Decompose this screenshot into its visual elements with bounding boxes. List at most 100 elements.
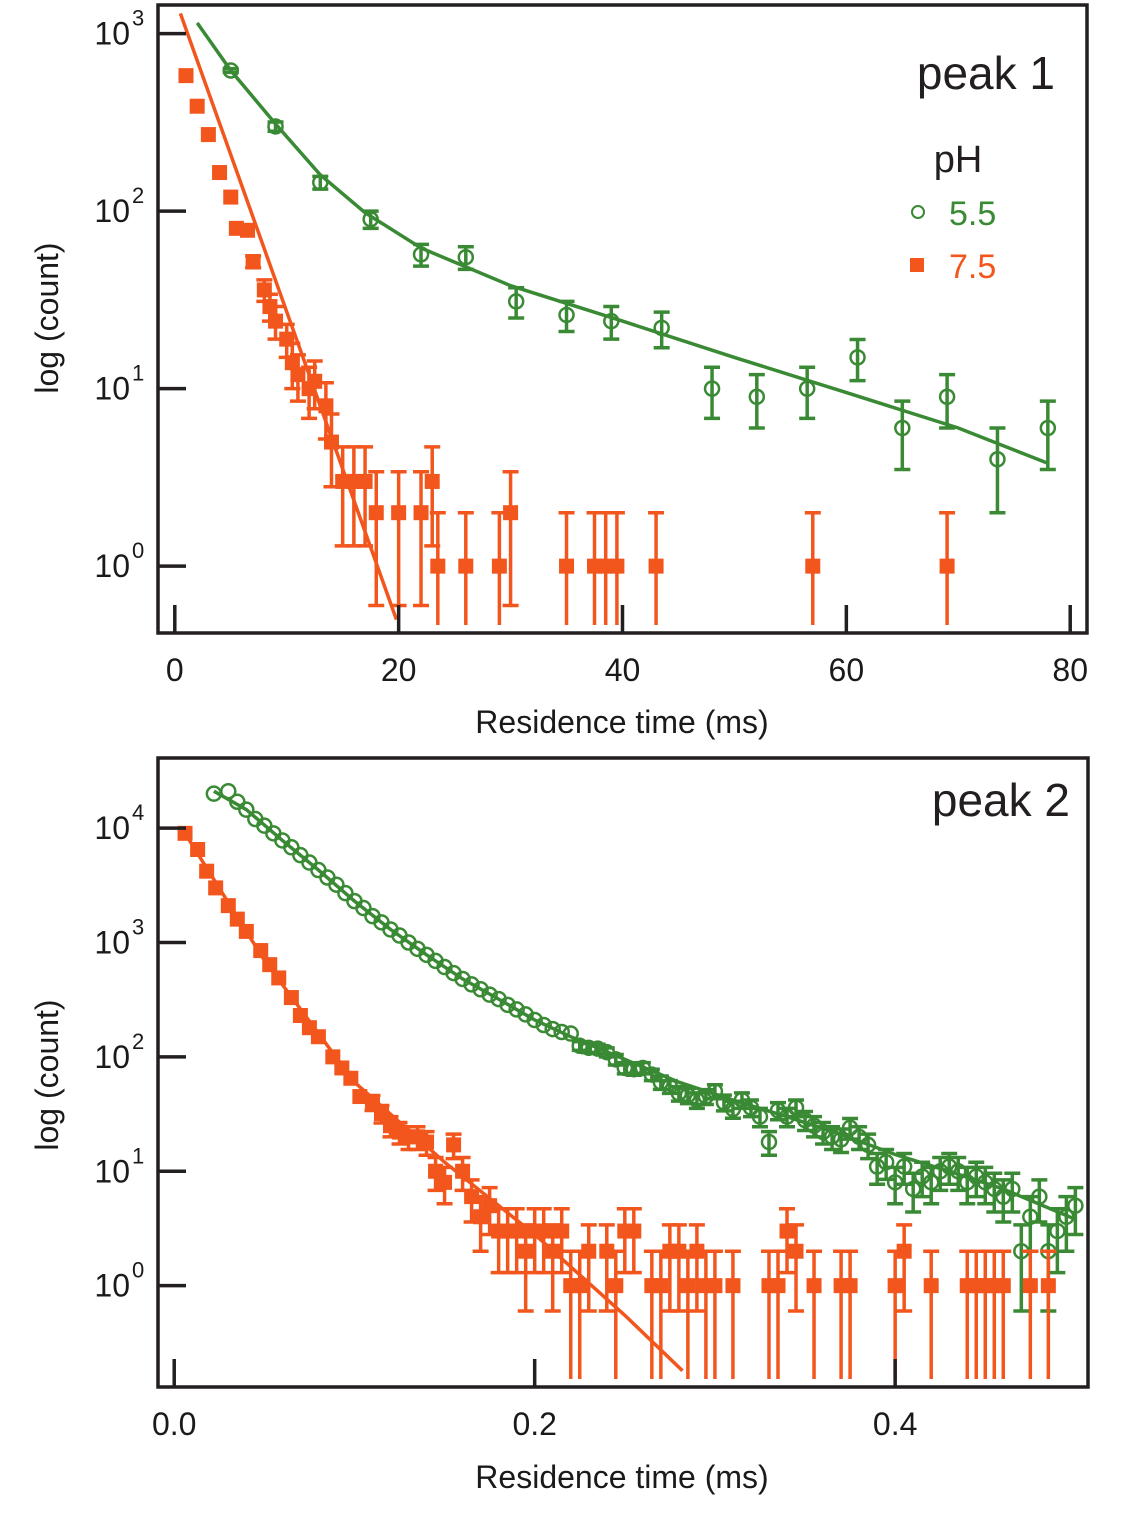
error-bar [1022,1249,1039,1379]
data-point [923,1278,939,1294]
error-bar [760,1249,777,1379]
data-point [559,558,575,574]
data-point [481,986,498,1003]
data-point [904,1180,922,1198]
error-bar [1013,1223,1030,1313]
data-point [887,1278,903,1294]
data-point [896,1243,912,1259]
data-point [208,880,224,896]
y-tick-base: 10 [94,810,130,846]
data-point [1031,1188,1048,1205]
y-tick-label: 10 0 [94,1258,144,1304]
data-point [446,1137,462,1153]
error-bar [603,304,620,341]
data-point [463,976,480,993]
error-bar [580,1223,597,1313]
x-tick-label: 40 [605,652,641,688]
y-tick-exponent: 0 [132,1258,144,1283]
error-bar [896,1223,913,1313]
y-tick-exponent: 0 [132,538,144,563]
error-bar [914,1160,931,1199]
x-tick-label: 60 [829,652,865,688]
data-point [229,911,245,927]
data-point [608,1278,624,1294]
error-bar [222,66,239,75]
error-bar [652,1249,669,1379]
data-point [178,68,194,84]
y-tick-exponent: 1 [132,1143,144,1168]
x-tick-label: 0.4 [873,1406,917,1442]
error-bar [923,1249,940,1379]
data-point [220,782,237,800]
data-point [1022,1278,1038,1294]
error-bar [1049,1207,1066,1275]
data-point [995,1278,1011,1294]
data-point [760,1133,778,1151]
x-tick-label: 80 [1052,652,1088,688]
data-point [859,1136,877,1154]
y-tick-exponent: 3 [132,914,144,939]
data-point [424,473,440,489]
data-point [508,1001,525,1018]
y-tick-label: 10 3 [94,6,144,52]
data-point [545,1243,561,1259]
data-point [868,1158,886,1175]
y-tick-label: 10 1 [94,1143,144,1189]
panel-peak-2: peak 2 Residence time (ms) log (count) 0… [29,756,1090,1495]
error-bar [706,1249,723,1379]
data-point [938,388,956,406]
data-point [290,367,306,383]
error-bar [661,1223,678,1313]
data-point [271,970,287,986]
y-tick-exponent: 2 [132,183,144,208]
data-point [212,165,228,181]
error-bar [508,286,525,320]
series-ph-5-5 [195,21,1057,515]
y-tick-exponent: 2 [132,1029,144,1054]
data-point [268,313,284,329]
data-point [989,451,1006,468]
data-point [607,1051,625,1068]
error-bar [986,1249,1003,1379]
data-point [253,943,269,959]
error-bar [1031,1178,1048,1224]
error-bar [357,445,374,548]
data-point [616,1059,634,1077]
data-point [220,898,236,914]
data-point [922,1174,940,1191]
y-tick-base: 10 [94,924,130,960]
data-point [599,1243,615,1259]
error-bar [697,1249,714,1379]
data-point [703,380,721,397]
data-point [788,1243,804,1259]
data-point [245,254,261,270]
data-point [603,312,620,330]
data-point [609,558,625,574]
error-bar [1040,1249,1057,1379]
data-point [509,1223,525,1239]
error-bar [806,1249,823,1379]
data-point [1049,1222,1066,1240]
data-point [814,1123,832,1141]
data-point [503,505,519,521]
data-point [895,1158,913,1175]
error-bar [748,372,765,430]
data-point [238,801,255,818]
data-point [362,211,379,228]
data-point [307,373,323,389]
panel-label: peak 1 [917,47,1055,99]
x-axis-label: Residence time (ms) [475,704,768,740]
y-tick-label: 10 3 [94,914,144,960]
data-point [189,98,205,114]
data-point [536,1223,552,1239]
error-bar [724,1249,741,1379]
data-point [823,1128,841,1146]
data-point [464,1189,480,1205]
data-point [894,419,911,437]
y-tick-base: 10 [94,1268,130,1304]
data-point [706,1083,724,1100]
data-point [748,388,766,406]
error-bar [923,1165,940,1206]
error-bar [643,1249,660,1379]
